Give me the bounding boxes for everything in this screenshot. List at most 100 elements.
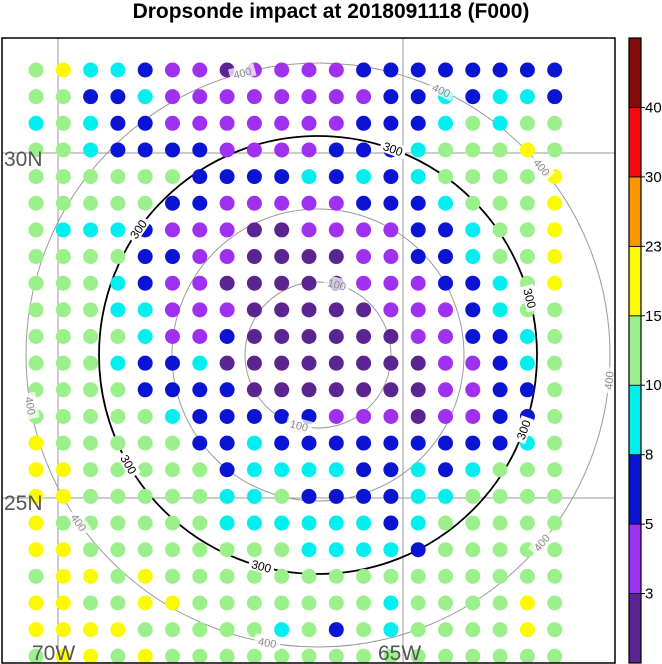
dropsonde-point	[55, 249, 71, 265]
dropsonde-point	[492, 462, 508, 478]
dropsonde-point	[165, 169, 180, 185]
dropsonde-point	[438, 462, 453, 478]
dropsonde-point	[301, 542, 317, 558]
colorbar-bin	[628, 176, 642, 247]
dropsonde-point	[492, 142, 508, 158]
dropsonde-point	[246, 382, 262, 398]
dropsonde-point	[465, 595, 481, 611]
dropsonde-point	[110, 515, 126, 531]
dropsonde-point	[110, 542, 126, 558]
dropsonde-point	[465, 222, 481, 238]
dropsonde-point	[410, 249, 426, 265]
dropsonde-point	[192, 169, 208, 185]
dropsonde-point	[465, 462, 481, 478]
dropsonde-point	[55, 648, 71, 663]
dropsonde-point	[519, 62, 535, 78]
dropsonde-point	[301, 222, 317, 238]
dropsonde-point	[274, 408, 290, 424]
dropsonde-point	[137, 488, 153, 504]
dropsonde-point	[356, 382, 372, 398]
dropsonde-point	[301, 62, 317, 78]
svg-text:400: 400	[22, 396, 37, 416]
dropsonde-point	[165, 195, 180, 211]
dropsonde-point	[410, 408, 426, 424]
dropsonde-point	[165, 622, 180, 638]
dropsonde-point	[547, 89, 563, 105]
dropsonde-point	[246, 408, 262, 424]
dropsonde-point	[55, 62, 71, 78]
dropsonde-point	[165, 648, 180, 663]
dropsonde-point	[465, 408, 481, 424]
dropsonde-point	[519, 195, 535, 211]
colorbar-bin	[628, 523, 642, 594]
dropsonde-point	[492, 542, 508, 558]
dropsonde-point	[328, 435, 344, 451]
dropsonde-point	[274, 195, 290, 211]
dropsonde-point	[383, 542, 399, 558]
dropsonde-point	[83, 302, 99, 318]
colorbar-bin	[628, 245, 642, 317]
dropsonde-point	[55, 169, 71, 185]
dropsonde-point	[192, 568, 208, 584]
contour-label: 100	[322, 274, 352, 294]
dropsonde-point	[246, 275, 262, 291]
dropsonde-point	[28, 355, 44, 371]
contour-label: 400	[228, 62, 257, 83]
dropsonde-point	[492, 329, 508, 344]
dropsonde-point	[438, 329, 453, 344]
dropsonde-point	[465, 435, 481, 451]
dropsonde-point	[383, 622, 399, 638]
dropsonde-point	[165, 408, 180, 424]
dropsonde-point	[274, 302, 290, 318]
dropsonde-point	[246, 355, 262, 371]
dropsonde-point	[110, 408, 126, 424]
dropsonde-point	[274, 435, 290, 451]
dropsonde-point	[110, 142, 126, 158]
dropsonde-point	[383, 89, 399, 105]
dropsonde-point	[410, 648, 426, 663]
dropsonde-point	[110, 622, 126, 638]
dropsonde-point	[547, 542, 563, 558]
dropsonde-point	[301, 648, 317, 663]
dropsonde-point	[28, 488, 44, 504]
dropsonde-point	[28, 302, 44, 318]
dropsonde-point	[165, 89, 180, 105]
dropsonde-point	[519, 142, 535, 158]
dropsonde-point	[547, 302, 563, 318]
dropsonde-point	[274, 488, 290, 504]
dropsonde-point	[356, 515, 372, 531]
dropsonde-point	[246, 488, 262, 504]
dropsonde-point	[383, 222, 399, 238]
dropsonde-point	[492, 435, 508, 451]
colorbar-bin	[628, 107, 642, 178]
dropsonde-point	[137, 408, 153, 424]
dropsonde-point	[83, 568, 99, 584]
dropsonde-point	[110, 222, 126, 238]
dropsonde-point	[328, 648, 344, 663]
contour-label: 300	[512, 415, 534, 445]
chart-title: Dropsonde impact at 2018091118 (F000)	[132, 0, 530, 23]
dropsonde-point	[274, 89, 290, 105]
dropsonde-point	[83, 62, 99, 78]
dropsonde-point	[110, 568, 126, 584]
dropsonde-point	[110, 115, 126, 131]
dropsonde-point	[83, 222, 99, 238]
dropsonde-point	[438, 595, 453, 611]
dropsonde-point	[246, 142, 262, 158]
dropsonde-point	[465, 142, 481, 158]
dropsonde-point	[55, 382, 71, 398]
dropsonde-point	[519, 329, 535, 344]
dropsonde-point	[55, 275, 71, 291]
dropsonde-point	[137, 595, 153, 611]
dropsonde-point	[547, 435, 563, 451]
dropsonde-point	[28, 515, 44, 531]
dropsonde-point	[438, 408, 453, 424]
colorbar-bin	[628, 37, 642, 108]
dropsonde-point	[301, 462, 317, 478]
dropsonde-point	[137, 302, 153, 318]
dropsonde-point	[328, 568, 344, 584]
dropsonde-point	[356, 222, 372, 238]
dropsonde-point	[547, 622, 563, 638]
dropsonde-point	[219, 275, 235, 291]
dropsonde-point	[165, 249, 180, 265]
